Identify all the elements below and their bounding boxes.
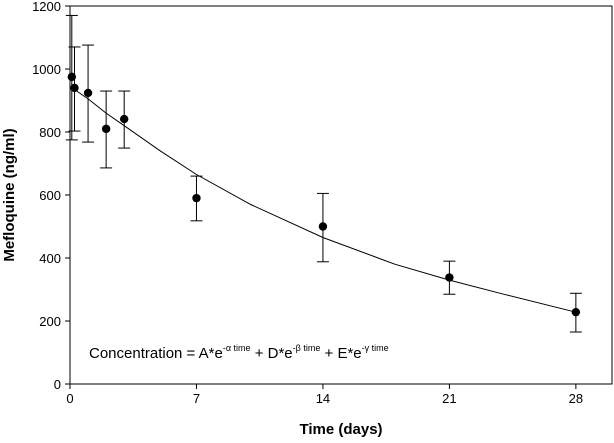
data-point bbox=[120, 114, 129, 124]
data-point bbox=[70, 83, 79, 93]
equation-annotation: Concentration = A*e-α time + D*e-β time … bbox=[89, 343, 389, 362]
y-tick-label: 0 bbox=[54, 377, 61, 392]
x-tick-label: 21 bbox=[442, 391, 456, 406]
x-tick-label: 0 bbox=[66, 391, 73, 406]
y-tick-label: 1000 bbox=[32, 62, 61, 77]
x-tick-label: 28 bbox=[569, 391, 583, 406]
fit-curve bbox=[74, 89, 577, 313]
plot-frame bbox=[69, 5, 613, 385]
x-axis-label: Time (days) bbox=[299, 421, 382, 438]
y-tick-label: 600 bbox=[39, 188, 61, 203]
data-point bbox=[318, 222, 328, 231]
x-tick-label: 14 bbox=[316, 391, 330, 406]
y-tick-label: 1200 bbox=[32, 0, 61, 14]
y-axis-label: Mefloquine (ng/ml) bbox=[1, 128, 18, 261]
data-point bbox=[445, 273, 454, 282]
y-tick-label: 200 bbox=[39, 314, 61, 329]
data-point bbox=[192, 193, 201, 203]
data-point bbox=[571, 307, 581, 317]
y-axis-ticks: 0 200 400 600 800 1000 1200 bbox=[32, 0, 70, 392]
data-point bbox=[83, 88, 93, 98]
data-points bbox=[65, 14, 582, 333]
data-point bbox=[67, 72, 77, 82]
y-tick-label: 800 bbox=[39, 125, 61, 140]
x-tick-label: 7 bbox=[193, 391, 200, 406]
x-axis-ticks: 0 7 14 21 28 bbox=[66, 384, 583, 406]
data-point bbox=[101, 124, 111, 134]
y-tick-label: 400 bbox=[39, 251, 61, 266]
